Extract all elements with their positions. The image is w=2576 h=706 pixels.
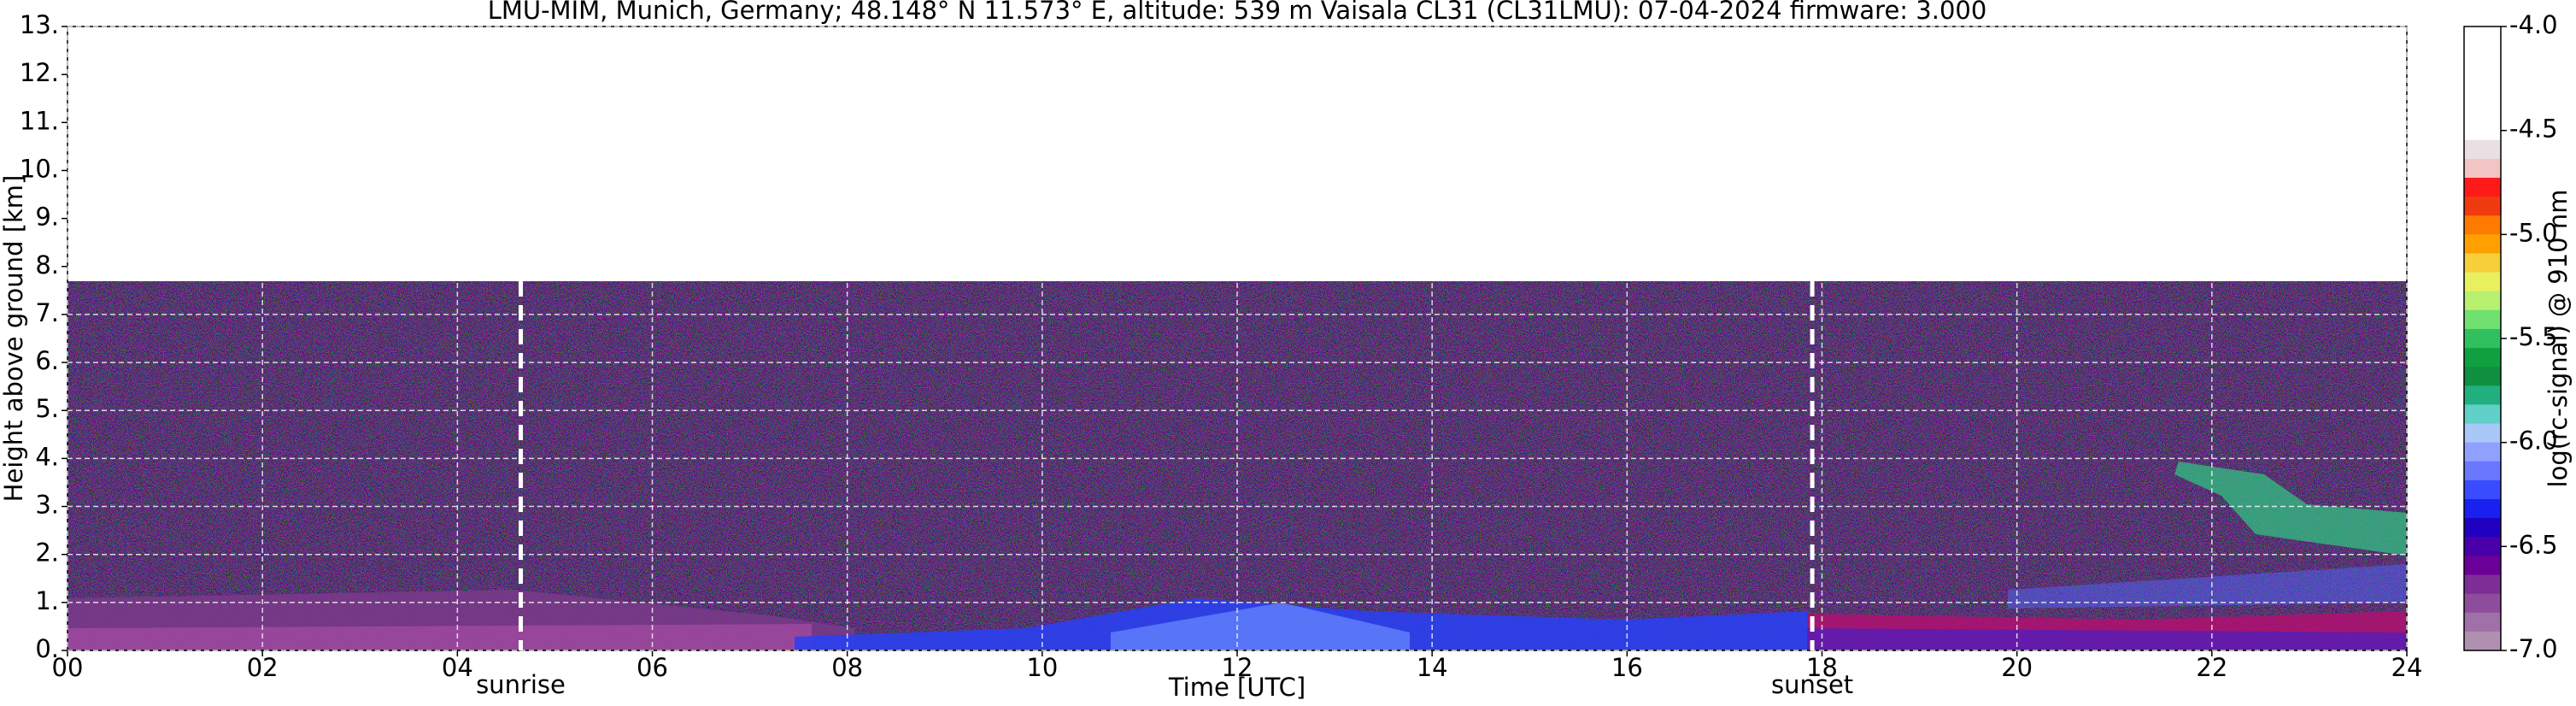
annotation-label: sunset bbox=[1771, 670, 1853, 699]
colorbar-swatch bbox=[2464, 139, 2501, 160]
y-tick-label: 9. bbox=[35, 203, 59, 232]
colorbar-swatch bbox=[2464, 253, 2501, 274]
y-tick-label: 6. bbox=[35, 346, 59, 375]
colorbar-swatch bbox=[2464, 442, 2501, 462]
x-tick-label: 24 bbox=[2391, 653, 2423, 682]
colorbar-swatch bbox=[2464, 234, 2501, 254]
colorbar-swatch bbox=[2464, 404, 2501, 425]
colorbar-swatch bbox=[2464, 556, 2501, 576]
colorbar-swatch bbox=[2464, 158, 2501, 179]
colorbar-tick-label: -6.5 bbox=[2509, 530, 2558, 559]
colorbar-swatch bbox=[2464, 593, 2501, 614]
colorbar-swatch bbox=[2464, 348, 2501, 368]
x-tick-label: 16 bbox=[1611, 653, 1643, 682]
colorbar-swatch bbox=[2464, 272, 2501, 292]
annotation-label: sunrise bbox=[476, 670, 566, 699]
y-tick-label: 11. bbox=[20, 106, 59, 135]
colorbar-tick-label: -4.5 bbox=[2509, 115, 2558, 144]
colorbar-swatch bbox=[2464, 64, 2501, 84]
colorbar-swatch bbox=[2464, 367, 2501, 386]
chart-title: LMU-MIM, Munich, Germany; 48.148° N 11.5… bbox=[488, 0, 1987, 25]
colorbar-swatch bbox=[2464, 423, 2501, 444]
y-tick-label: 4. bbox=[35, 442, 59, 471]
x-tick-label: 02 bbox=[247, 653, 279, 682]
x-axis-label: Time [UTC] bbox=[1168, 673, 1306, 702]
colorbar-swatch bbox=[2464, 479, 2501, 500]
y-tick-label: 3. bbox=[35, 491, 59, 520]
y-tick-label: 0. bbox=[35, 634, 59, 663]
colorbar-tick-label: -7.0 bbox=[2509, 634, 2558, 663]
y-tick-label: 5. bbox=[35, 394, 59, 423]
x-tick-label: 12 bbox=[1222, 653, 1253, 682]
y-tick-label: 10. bbox=[20, 154, 59, 183]
colorbar-swatch bbox=[2464, 309, 2501, 330]
colorbar-label: log(rc-signal) @ 910 nm bbox=[2544, 190, 2573, 488]
colorbar-swatch bbox=[2464, 631, 2501, 651]
colorbar-swatch bbox=[2464, 215, 2501, 235]
x-tick-label: 22 bbox=[2196, 653, 2227, 682]
y-tick-label: 2. bbox=[35, 538, 59, 568]
x-tick-label: 04 bbox=[442, 653, 473, 682]
colorbar-tick-label: -5.0 bbox=[2509, 218, 2558, 247]
colorbar-swatch bbox=[2464, 499, 2501, 519]
x-tick-label: 20 bbox=[2001, 653, 2033, 682]
colorbar-swatch bbox=[2464, 385, 2501, 405]
colorbar-tick-label: -5.5 bbox=[2509, 322, 2558, 351]
colorbar-swatch bbox=[2464, 537, 2501, 556]
x-tick-label: 06 bbox=[637, 653, 668, 682]
x-tick-label: 00 bbox=[52, 653, 84, 682]
y-tick-label: 7. bbox=[35, 298, 59, 327]
x-tick-label: 18 bbox=[1806, 653, 1838, 682]
colorbar-tick-label: -4.0 bbox=[2509, 10, 2558, 39]
y-axis-label: Height above ground [km] bbox=[0, 175, 28, 503]
x-tick-label: 14 bbox=[1417, 653, 1448, 682]
y-tick-label: 13. bbox=[20, 10, 59, 39]
colorbar-swatch bbox=[2464, 26, 2501, 46]
x-tick-label: 08 bbox=[831, 653, 863, 682]
y-tick-label: 12. bbox=[20, 58, 59, 87]
colorbar-swatch bbox=[2464, 612, 2501, 632]
colorbar-swatch bbox=[2464, 83, 2501, 103]
colorbar-tick-label: -6.0 bbox=[2509, 427, 2558, 456]
colorbar-swatch bbox=[2464, 291, 2501, 311]
y-tick-label: 1. bbox=[35, 586, 59, 615]
colorbar-swatch bbox=[2464, 461, 2501, 481]
y-tick-label: 8. bbox=[35, 250, 59, 279]
colorbar-swatch bbox=[2464, 518, 2501, 538]
colorbar-swatch bbox=[2464, 45, 2501, 65]
colorbar-swatch bbox=[2464, 328, 2501, 349]
colorbar-swatch bbox=[2464, 121, 2501, 141]
colorbar-swatch bbox=[2464, 177, 2501, 197]
colorbar-swatch bbox=[2464, 102, 2501, 122]
colorbar-swatch bbox=[2464, 574, 2501, 595]
colorbar-swatch bbox=[2464, 197, 2501, 216]
x-tick-label: 10 bbox=[1026, 653, 1058, 682]
